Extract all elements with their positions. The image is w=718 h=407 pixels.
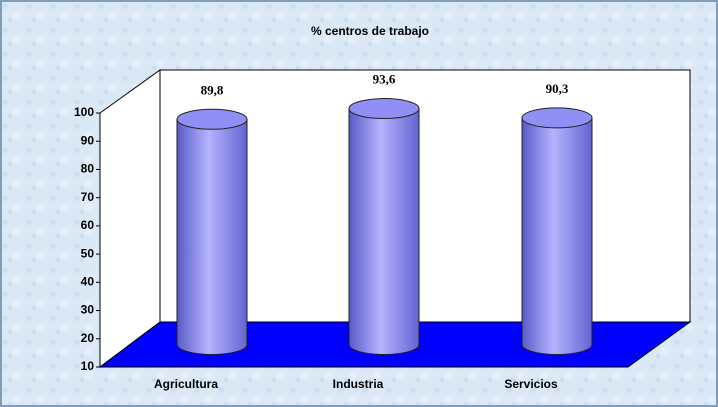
value-label: 90,3 <box>546 81 569 96</box>
y-tick-label: 20 <box>81 331 95 345</box>
cylinder-body <box>176 118 248 355</box>
y-tick-label: 60 <box>81 218 95 232</box>
x-tick-label: Servicios <box>504 377 558 391</box>
cylinder <box>176 108 248 355</box>
y-tick-label: 50 <box>81 246 95 260</box>
y-tick-label: 40 <box>81 275 95 289</box>
y-tick-label: 70 <box>81 190 95 204</box>
cylinder <box>521 107 593 355</box>
y-tick-label: 30 <box>81 303 95 317</box>
plot: 10 20 30 40 50 60 70 80 90 100 Agricultura 89,8 Indu… <box>74 72 593 391</box>
x-tick-label: Agricultura <box>154 377 218 391</box>
y-tick-label: 90 <box>81 133 95 147</box>
cylinder-top <box>348 98 420 120</box>
value-label: 89,8 <box>201 82 224 97</box>
cylinder <box>348 98 420 355</box>
cylinder-top <box>521 107 593 129</box>
chart-title: % centros de trabajo <box>311 24 429 38</box>
cylinder-top <box>176 108 248 130</box>
y-tick-label: 10 <box>81 359 95 373</box>
y-tick-label: 100 <box>74 105 94 119</box>
side-wall <box>99 69 161 368</box>
value-label: 93,6 <box>373 72 396 87</box>
y-tick-label: 80 <box>81 162 95 176</box>
cylinder-body <box>348 108 420 355</box>
cylinder-body <box>521 117 593 355</box>
x-tick-label: Industria <box>333 377 384 391</box>
